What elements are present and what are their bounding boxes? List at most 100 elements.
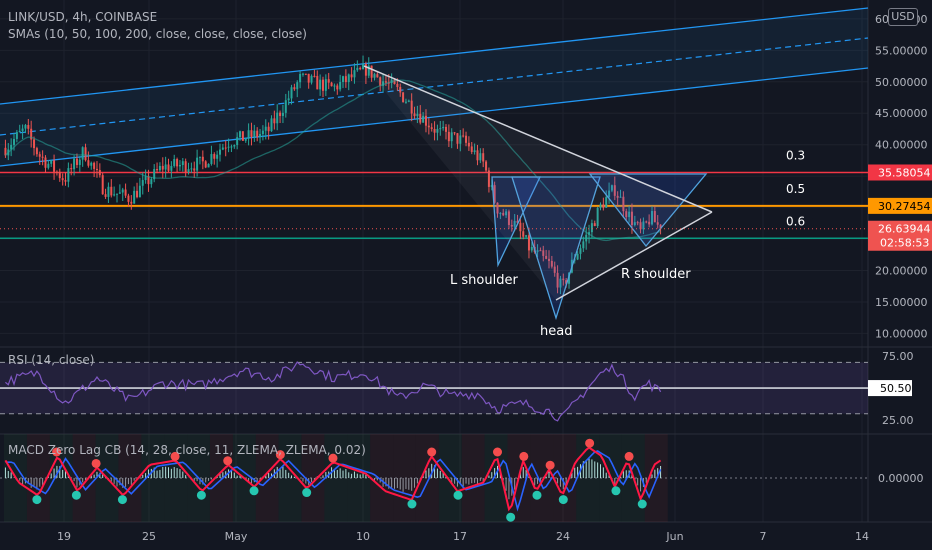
triangle-lower-line	[555, 211, 713, 301]
candle	[213, 154, 216, 159]
currency-badge[interactable]: USD	[888, 8, 918, 26]
candle	[301, 73, 304, 75]
candle	[204, 161, 207, 168]
candle	[422, 115, 425, 123]
time-tick-label: 10	[356, 530, 370, 543]
candle	[21, 128, 24, 131]
candle	[150, 179, 153, 185]
candle	[453, 132, 456, 134]
candle	[210, 154, 213, 164]
candle	[116, 193, 119, 195]
candle	[84, 147, 87, 161]
candle	[10, 144, 13, 150]
macd-trough-dot	[71, 490, 81, 500]
price-tick-label: 50.00000	[875, 76, 928, 89]
candle	[27, 125, 30, 129]
candle	[307, 73, 310, 83]
candle	[290, 87, 293, 99]
triangle-fill	[364, 66, 712, 300]
macd-axis[interactable]: 0.00000	[878, 472, 924, 485]
current-price-tag-bg	[868, 220, 932, 251]
candle	[373, 74, 376, 78]
time-axis[interactable]: 19 25 May 10 17 24 Jun 7 14	[57, 530, 869, 543]
candle	[342, 76, 345, 82]
macd-trough-dot	[637, 499, 647, 509]
candle	[376, 74, 379, 78]
candle	[13, 138, 16, 145]
channel-drawing	[0, 7, 869, 167]
macd-trough-dot	[32, 495, 42, 505]
price-axis[interactable]: 60.0000055.0000050.0000045.0000040.00000…	[868, 13, 932, 341]
candle	[505, 211, 508, 216]
candle	[221, 147, 224, 150]
candle	[645, 221, 648, 223]
candle	[616, 195, 619, 198]
candle	[158, 165, 161, 171]
candle	[402, 92, 405, 103]
candle	[490, 185, 493, 187]
candle	[241, 131, 244, 141]
candle	[64, 180, 67, 182]
candle	[87, 160, 90, 166]
macd-trough-dot	[249, 486, 259, 496]
rsi-axis[interactable]: 75.00 25.00 50.50	[868, 350, 914, 427]
candle	[244, 138, 247, 141]
candle	[113, 194, 116, 196]
channel-mid-line	[0, 37, 869, 136]
candle	[304, 73, 307, 75]
candle	[41, 156, 44, 158]
candle	[479, 153, 482, 161]
candle	[470, 146, 473, 152]
candle	[393, 79, 396, 84]
candle	[224, 147, 227, 149]
candle	[542, 250, 545, 256]
time-tick-label: May	[225, 530, 248, 543]
macd-title: MACD Zero Lag CB (14, 28, close, 11, ZLE…	[8, 443, 366, 457]
symbol-header: LINK/USD, 4h, COINBASE	[8, 10, 158, 24]
candle	[316, 75, 319, 90]
macd-peak-dot	[545, 460, 555, 470]
macd-trough-dot	[407, 499, 417, 509]
candle	[550, 260, 553, 267]
macd-line	[4, 446, 662, 512]
right-shoulder-shape	[588, 173, 708, 248]
candle	[416, 113, 419, 117]
candle	[450, 132, 453, 142]
time-tick-label: 17	[453, 530, 467, 543]
candle	[590, 223, 593, 233]
candle	[576, 253, 579, 260]
candle	[70, 168, 73, 170]
candle	[559, 278, 562, 288]
sma-line	[4, 79, 661, 242]
triangle-pattern	[363, 65, 713, 301]
candle	[279, 112, 282, 116]
candle	[622, 196, 625, 212]
candle	[261, 130, 264, 134]
candle	[487, 170, 490, 187]
macd-peak-dot	[427, 447, 437, 457]
rsi-tick-label: 25.00	[882, 414, 914, 427]
candle	[353, 70, 356, 78]
price-tick-label: 40.00000	[875, 139, 928, 152]
candle	[267, 126, 270, 132]
candle	[233, 145, 236, 147]
macd-peak-dot	[585, 438, 595, 448]
candle	[527, 235, 530, 251]
candle	[602, 204, 605, 208]
candle	[525, 235, 528, 237]
candle	[476, 150, 479, 161]
candle	[659, 224, 662, 229]
candle	[313, 75, 316, 77]
price-tick-label: 10.00000	[875, 327, 928, 340]
candle	[473, 150, 476, 152]
candle	[93, 162, 96, 169]
macd-signal-line	[5, 450, 662, 512]
candle	[227, 146, 230, 148]
candle	[347, 74, 350, 83]
macd-peak-dot	[52, 447, 62, 457]
time-tick-label: 24	[556, 530, 570, 543]
candles	[4, 55, 662, 295]
price-tick-label: 45.00000	[875, 107, 928, 120]
candle	[330, 82, 333, 87]
